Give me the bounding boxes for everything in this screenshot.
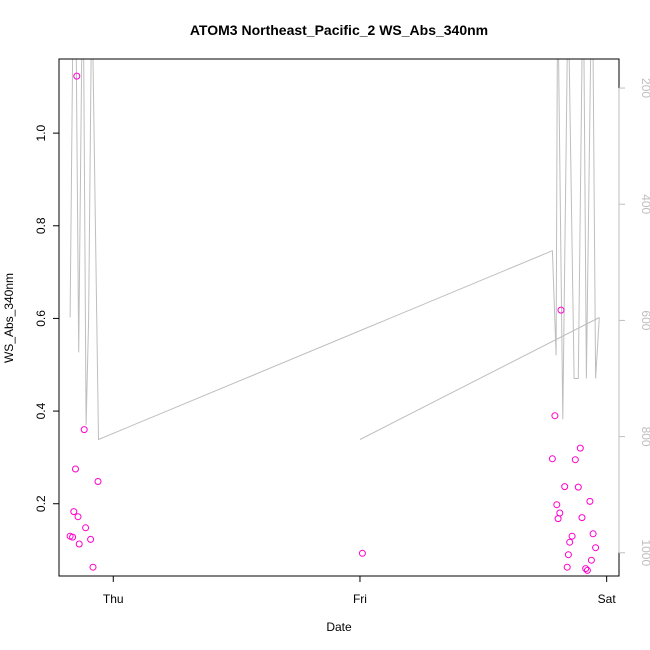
data-point (576, 444, 584, 452)
y-tick-label: 1.0 (34, 124, 48, 141)
data-point (568, 532, 576, 540)
data-point (571, 456, 579, 464)
data-point (566, 538, 574, 546)
right-tick-label: 1000 (639, 539, 650, 566)
x-axis: Thu Fri Sat (103, 575, 617, 606)
y-tick-label: 0.8 (34, 217, 48, 234)
data-point (89, 563, 97, 571)
data-point (82, 524, 90, 532)
right-tick-label: 400 (639, 194, 650, 214)
data-point (586, 497, 594, 505)
data-point (80, 426, 88, 434)
y-tick-label: 0.4 (34, 402, 48, 419)
data-point (578, 514, 586, 522)
data-point (75, 540, 83, 548)
data-point (73, 72, 81, 80)
y-axis: 0.2 0.4 0.6 0.8 1.0 (34, 124, 60, 512)
data-point (70, 508, 78, 516)
y-axis-label: WS_Abs_340nm (2, 273, 16, 363)
data-point (557, 306, 565, 314)
data-point (94, 478, 102, 485)
data-point (574, 483, 582, 491)
data-point (556, 509, 564, 517)
data-point (564, 551, 572, 559)
data-point (69, 533, 77, 541)
altitude-line-segment (359, 317, 600, 440)
data-point (563, 563, 571, 571)
chart-title: ATOM3 Northeast_Pacific_2 WS_Abs_340nm (190, 22, 488, 38)
data-point (553, 501, 561, 509)
data-point (358, 549, 366, 557)
data-point (561, 483, 569, 491)
plot-content (66, 59, 600, 574)
right-axis: 200 400 600 800 1000 (618, 78, 650, 566)
right-tick-label: 800 (639, 427, 650, 447)
data-point (548, 455, 556, 463)
altitude-line-segment (69, 59, 600, 441)
x-tick-label: Thu (103, 592, 124, 606)
data-point (583, 566, 591, 574)
data-point (592, 544, 600, 552)
data-point (74, 513, 82, 521)
right-tick-label: 600 (639, 310, 650, 330)
y-tick-label: 0.2 (34, 495, 48, 512)
x-tick-label: Sat (598, 592, 617, 606)
x-tick-label: Fri (353, 592, 367, 606)
data-point (87, 535, 95, 543)
data-point (72, 465, 79, 473)
data-point (589, 530, 597, 538)
right-tick-label: 200 (639, 78, 650, 98)
data-point (551, 412, 559, 420)
x-axis-label: Date (326, 620, 352, 634)
data-point (582, 565, 590, 573)
y-tick-label: 0.6 (34, 310, 48, 327)
data-point (587, 556, 595, 564)
